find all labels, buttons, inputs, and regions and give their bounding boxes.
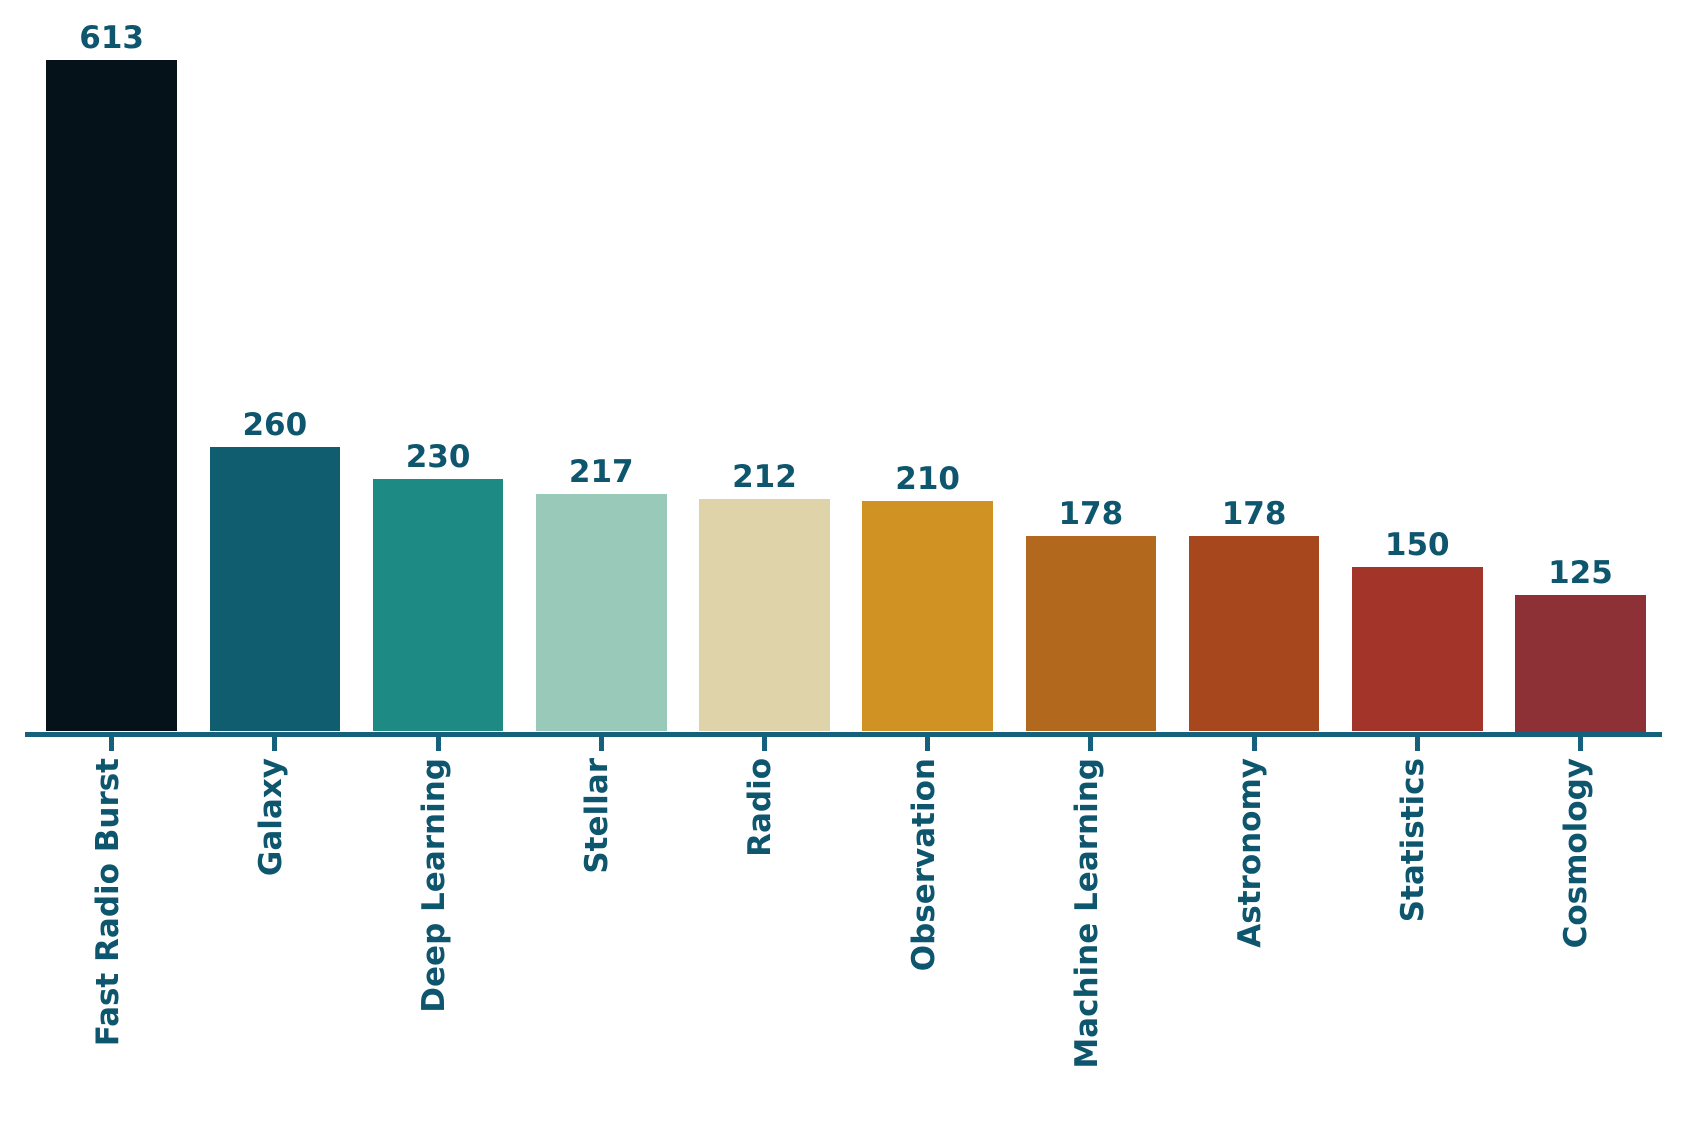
bar-value-label: 125 <box>1548 554 1613 591</box>
bar <box>1025 536 1157 732</box>
x-axis-tick <box>435 736 441 751</box>
bar-value-label: 212 <box>732 459 797 496</box>
bar-value-label: 260 <box>242 406 308 443</box>
x-axis-tick <box>109 736 115 751</box>
bar <box>536 493 667 732</box>
x-axis-tick <box>272 736 278 751</box>
bar-value-label: 178 <box>1058 496 1124 533</box>
x-axis-tick <box>761 736 767 751</box>
bar-value-label: 217 <box>568 453 634 490</box>
bar <box>372 479 504 732</box>
bar <box>862 501 993 732</box>
bar <box>1352 567 1483 732</box>
x-axis-label: Statistics <box>1395 758 1432 923</box>
x-axis-tick <box>1088 736 1094 751</box>
bar-value-label: 178 <box>1221 496 1287 533</box>
bar <box>699 499 830 732</box>
bar <box>209 446 341 732</box>
x-axis-label: Fast Radio Burst <box>89 758 126 1047</box>
x-axis-label: Observation <box>905 758 942 972</box>
bar <box>1515 594 1646 732</box>
x-axis-label: Galaxy <box>252 758 289 877</box>
x-axis-label: Cosmology <box>1558 758 1595 949</box>
x-axis-tick <box>1414 736 1420 751</box>
x-axis-label: Stellar <box>579 758 616 874</box>
x-axis-label: Astronomy <box>1232 758 1269 948</box>
x-axis-label: Radio <box>742 758 779 857</box>
x-axis-label: Deep Learning <box>416 758 453 1013</box>
bar-value-label: 210 <box>895 461 960 498</box>
bar-value-label: 150 <box>1384 527 1450 564</box>
bar <box>46 59 177 732</box>
x-axis-tick <box>1577 736 1583 751</box>
bar <box>1188 536 1320 732</box>
bar-value-label: 230 <box>405 439 471 476</box>
x-axis-label: Machine Learning <box>1068 758 1105 1069</box>
x-axis-tick <box>598 736 604 751</box>
x-axis-tick <box>925 736 931 751</box>
x-axis-line <box>25 731 1662 737</box>
bar-value-label: 613 <box>79 19 144 56</box>
x-axis-tick <box>1251 736 1257 751</box>
